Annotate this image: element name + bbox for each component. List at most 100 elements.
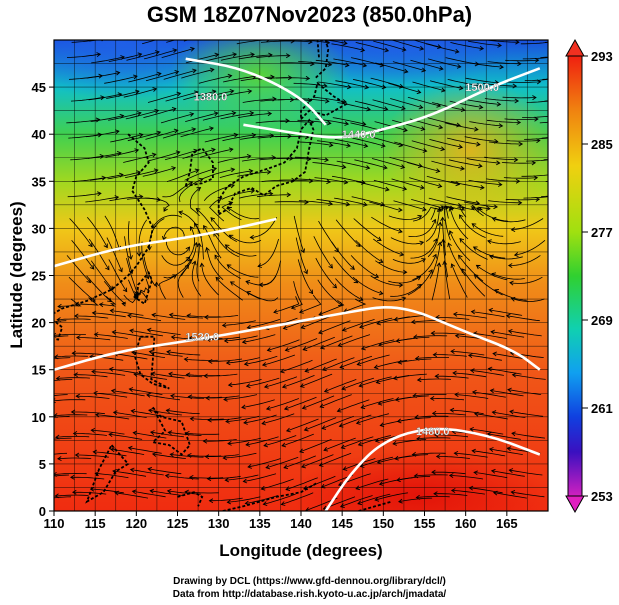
streamline [283, 455, 316, 469]
streamline-arrow [398, 498, 403, 504]
streamline [474, 274, 503, 296]
streamline-arrow [91, 310, 97, 316]
streamline-arrow [156, 130, 162, 136]
streamline [390, 237, 424, 245]
streamline-arrow [227, 440, 232, 446]
streamline-arrow [450, 349, 455, 354]
streamline [394, 315, 428, 321]
streamline-arrow [461, 268, 466, 273]
streamline [467, 99, 501, 105]
streamline-arrow [509, 409, 514, 415]
streamline-arrow [127, 445, 133, 451]
streamline-arrow [247, 88, 253, 94]
streamline-arrow [324, 157, 329, 163]
streamline-arrow [110, 388, 116, 394]
streamline [54, 452, 68, 455]
streamline-arrow [132, 430, 138, 436]
streamline [484, 98, 519, 102]
streamline [147, 151, 180, 162]
streamline [281, 492, 314, 505]
streamline-arrow [552, 55, 556, 59]
streamline-arrow [471, 448, 476, 454]
streamline [524, 78, 548, 82]
streamline [358, 435, 391, 446]
streamline [130, 469, 164, 476]
streamline [89, 174, 123, 181]
streamline [114, 492, 149, 499]
streamline-arrow [422, 148, 428, 153]
streamline [412, 81, 445, 92]
streamline-arrow [556, 98, 560, 102]
streamline [206, 247, 224, 281]
streamline-arrow [359, 463, 365, 468]
streamline-arrow [56, 317, 62, 322]
streamline-arrow [363, 143, 369, 149]
credit-drawing: Drawing by DCL (https://www.gfd-dennou.o… [173, 576, 446, 587]
streamline-arrow [35, 337, 39, 341]
streamline-arrow [154, 50, 160, 55]
streamline [391, 178, 425, 189]
streamline-arrow [355, 485, 361, 491]
streamline [522, 57, 548, 60]
streamline [352, 137, 386, 147]
streamline-arrow [36, 476, 40, 480]
streamline [352, 79, 386, 88]
streamline [128, 221, 132, 260]
streamline-arrow [381, 84, 387, 90]
streamline-arrow [164, 473, 170, 479]
streamline-arrow [246, 291, 251, 296]
streamline [93, 451, 127, 457]
streamline [180, 242, 197, 277]
streamline [224, 335, 258, 342]
streamline [356, 181, 390, 191]
streamline-arrow [497, 42, 502, 48]
streamline-arrow [480, 184, 485, 190]
streamline-arrow [203, 224, 208, 230]
streamline-arrow [379, 422, 385, 428]
streamline [85, 196, 119, 203]
streamline [484, 156, 518, 161]
streamline [472, 391, 506, 398]
streamline [200, 148, 233, 158]
coastline [222, 481, 318, 511]
streamline [486, 119, 521, 123]
streamline-arrow [507, 328, 513, 334]
streamline [54, 474, 70, 477]
streamline [463, 201, 498, 208]
streamline-arrow [131, 489, 137, 495]
streamline-arrow [57, 456, 62, 462]
streamline [333, 58, 367, 67]
streamline [388, 276, 421, 284]
streamline [323, 437, 356, 451]
streamline [106, 40, 108, 41]
streamline [427, 58, 461, 68]
streamline-arrow [249, 234, 255, 240]
streamline [293, 215, 305, 253]
streamline [293, 82, 327, 87]
streamline [393, 373, 427, 379]
streamline [244, 355, 278, 365]
streamline-arrow [194, 168, 200, 174]
streamline [352, 276, 383, 295]
streamline-arrow [263, 383, 269, 389]
streamline-arrow [74, 452, 80, 458]
streamline [152, 314, 186, 320]
streamline [337, 102, 371, 110]
streamline-arrow [439, 205, 445, 210]
colorbar-tick-label: 253 [591, 489, 613, 504]
streamline-arrow [138, 132, 144, 138]
streamline [334, 139, 368, 147]
streamline [476, 207, 508, 222]
streamline [218, 90, 252, 98]
streamline-arrow [473, 411, 479, 417]
coastline [136, 271, 153, 306]
streamline [104, 215, 121, 251]
streamline-arrow [166, 488, 172, 494]
streamline-arrow [108, 432, 113, 438]
streamline-arrow [54, 332, 57, 338]
streamline-arrow [473, 470, 478, 476]
streamline-arrow [129, 467, 135, 473]
streamline-arrow [152, 87, 158, 92]
streamline-arrow [447, 242, 452, 248]
